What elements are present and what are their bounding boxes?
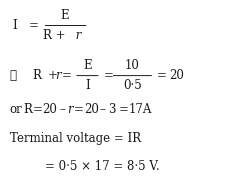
Text: 17A: 17A [129, 103, 152, 116]
Text: –: – [100, 103, 105, 116]
Text: =: = [74, 103, 84, 116]
Text: ∴: ∴ [10, 69, 17, 82]
Text: 10: 10 [125, 59, 140, 72]
Text: =: = [157, 69, 167, 82]
Text: R: R [23, 103, 32, 116]
Text: E: E [83, 59, 92, 72]
Text: I: I [12, 19, 17, 32]
Text: Terminal voltage = IR: Terminal voltage = IR [10, 132, 141, 145]
Text: =: = [33, 103, 43, 116]
Text: or: or [10, 103, 22, 116]
Text: 3: 3 [108, 103, 116, 116]
Text: =: = [103, 69, 113, 82]
Text: I: I [85, 80, 90, 92]
Text: 20: 20 [169, 69, 184, 82]
Text: E: E [60, 9, 69, 22]
Text: –: – [60, 103, 65, 116]
Text: R +: R + [43, 29, 65, 42]
Text: r: r [55, 69, 60, 82]
Text: r: r [72, 29, 81, 42]
Text: =: = [119, 103, 129, 116]
Text: 20: 20 [84, 103, 99, 116]
Text: R: R [33, 69, 42, 82]
Text: =: = [29, 19, 39, 32]
Text: +: + [47, 69, 57, 82]
Text: =: = [62, 69, 72, 82]
Text: r: r [67, 103, 72, 116]
Text: 0·5: 0·5 [123, 80, 142, 92]
Text: = 0·5 × 17 = 8·5 V.: = 0·5 × 17 = 8·5 V. [45, 160, 160, 173]
Text: 20: 20 [43, 103, 57, 116]
